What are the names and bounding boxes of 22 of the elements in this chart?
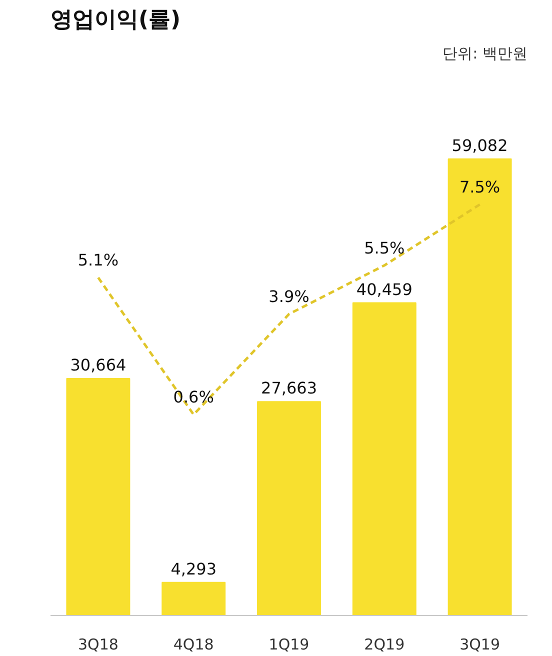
data-label: 40,459 bbox=[356, 280, 412, 299]
x-tick-label: 4Q18 bbox=[173, 636, 214, 654]
data-label: 5.5% bbox=[364, 238, 405, 258]
data-label: 0.6% bbox=[173, 388, 214, 407]
bar bbox=[162, 582, 226, 616]
x-tick-label: 1Q19 bbox=[268, 636, 310, 654]
data-label: 5.1% bbox=[78, 250, 119, 270]
bar bbox=[352, 302, 416, 616]
bar bbox=[66, 378, 130, 616]
data-label: 27,663 bbox=[261, 378, 317, 398]
bar bbox=[448, 158, 512, 616]
chart-title: 영업이익(률) bbox=[50, 8, 181, 32]
data-label: 3.9% bbox=[268, 287, 310, 306]
data-label: 59,082 bbox=[452, 136, 508, 155]
data-label: 30,664 bbox=[70, 355, 126, 374]
x-tick-label: 3Q18 bbox=[78, 636, 118, 654]
data-label: 7.5% bbox=[459, 178, 500, 196]
data-label: 4,293 bbox=[170, 559, 217, 578]
x-tick-label: 3Q19 bbox=[460, 636, 500, 654]
bar bbox=[257, 401, 321, 616]
x-tick-label: 2Q19 bbox=[364, 636, 405, 654]
text: 단위: 백만원 bbox=[442, 44, 528, 62]
